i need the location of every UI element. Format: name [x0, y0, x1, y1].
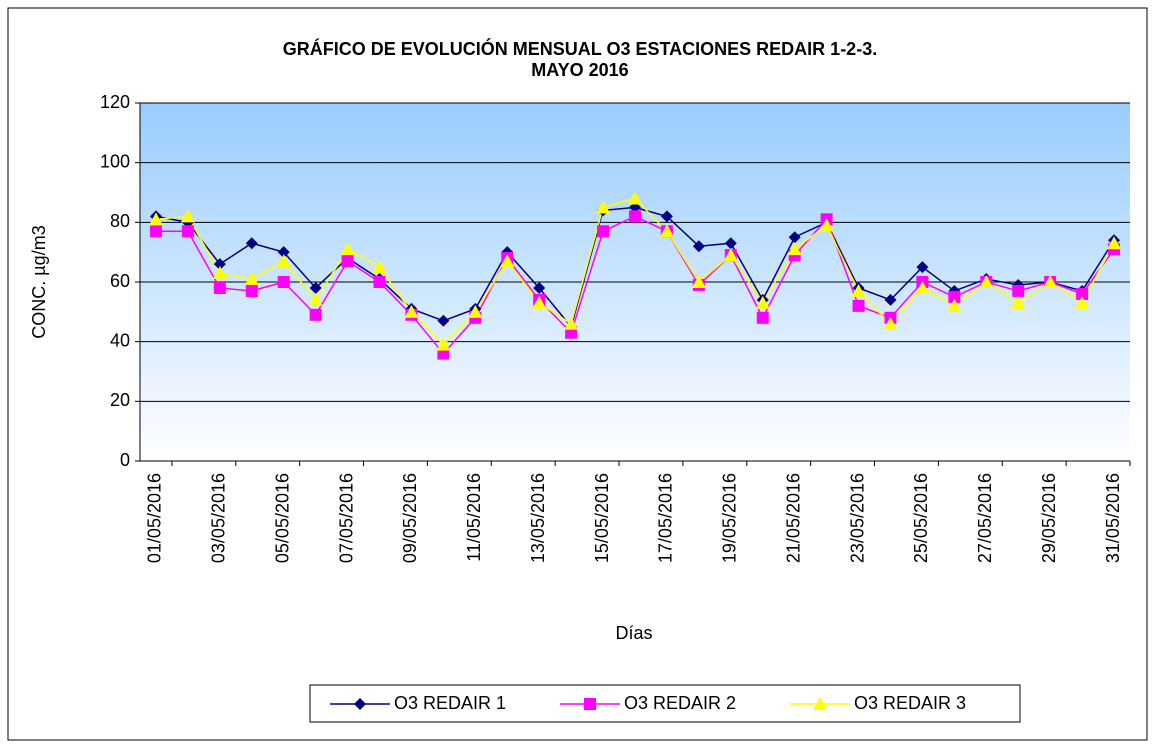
data-point — [437, 314, 450, 327]
data-point — [372, 260, 387, 274]
data-point — [212, 266, 227, 280]
data-point — [947, 298, 962, 312]
data-point — [883, 316, 898, 330]
data-point — [245, 237, 258, 250]
data-point — [468, 304, 483, 318]
x-tick-label: 23/05/2016 — [847, 473, 867, 563]
y-tick-label: 60 — [110, 271, 130, 291]
data-point — [597, 225, 610, 238]
x-tick-label: 09/05/2016 — [400, 473, 420, 563]
data-point — [309, 281, 322, 294]
data-point — [755, 295, 770, 309]
data-point — [533, 281, 546, 294]
y-axis-label: CONC. µg/m3 — [29, 225, 49, 338]
x-tick-label: 03/05/2016 — [209, 473, 229, 563]
data-point — [660, 210, 673, 223]
data-point — [1043, 275, 1058, 288]
x-tick-label: 17/05/2016 — [656, 473, 676, 563]
data-point — [1012, 284, 1025, 297]
data-point — [916, 261, 929, 274]
data-point — [724, 237, 737, 250]
data-point — [628, 191, 642, 205]
data-point — [213, 258, 226, 271]
data-point — [532, 295, 547, 309]
data-point — [245, 284, 258, 297]
x-tick-label: 11/05/2016 — [464, 473, 484, 562]
data-point — [1011, 295, 1026, 309]
data-point — [373, 276, 386, 288]
legend-marker — [813, 697, 827, 710]
data-point — [915, 280, 930, 294]
chart-title: MAYO 2016 — [531, 60, 628, 80]
y-tick-label: 120 — [100, 92, 130, 112]
x-tick-label: 25/05/2016 — [911, 473, 931, 563]
data-point — [788, 231, 801, 244]
data-point — [308, 292, 323, 306]
legend-box — [309, 684, 1021, 723]
data-point — [756, 311, 769, 324]
data-point — [948, 290, 961, 303]
data-point — [244, 272, 259, 286]
data-point — [691, 275, 706, 288]
y-tick-label: 80 — [110, 211, 130, 231]
legend-label: O3 REDAIR 3 — [854, 693, 966, 713]
y-tick-label: 40 — [110, 330, 130, 350]
data-point — [148, 212, 163, 226]
data-point — [629, 210, 641, 223]
data-point — [1075, 295, 1090, 309]
data-point — [852, 299, 865, 312]
data-point — [851, 283, 866, 297]
x-tick-label: 21/05/2016 — [783, 473, 803, 563]
data-point — [404, 304, 419, 318]
data-point — [884, 293, 897, 306]
data-point — [277, 276, 290, 288]
data-point — [500, 254, 515, 268]
x-axis-label: Días — [615, 623, 652, 643]
data-point — [692, 240, 705, 253]
data-point — [1107, 236, 1122, 250]
legend-marker — [584, 698, 596, 710]
data-point — [181, 225, 194, 238]
data-point — [309, 308, 322, 321]
x-tick-label: 05/05/2016 — [272, 473, 292, 563]
x-tick-label: 15/05/2016 — [592, 473, 612, 563]
data-point — [340, 242, 355, 256]
x-tick-label: 13/05/2016 — [528, 473, 548, 563]
data-point — [723, 248, 738, 262]
data-point — [787, 242, 802, 256]
x-tick-label: 29/05/2016 — [1039, 473, 1059, 563]
data-point — [180, 209, 195, 223]
x-tick-label: 07/05/2016 — [336, 473, 356, 563]
data-point — [213, 281, 226, 294]
chart-title: GRÁFICO DE EVOLUCIÓN MENSUAL O3 ESTACION… — [283, 38, 877, 59]
x-tick-label: 19/05/2016 — [720, 473, 740, 563]
data-point — [596, 200, 611, 214]
data-point — [436, 337, 451, 351]
legend-marker — [354, 698, 366, 710]
data-point — [564, 316, 579, 330]
legend-label: O3 REDAIR 2 — [624, 693, 736, 713]
y-tick-label: 0 — [120, 450, 130, 470]
data-point — [276, 254, 291, 268]
data-point — [149, 225, 162, 238]
data-point — [979, 275, 994, 288]
data-point — [277, 246, 290, 259]
data-point — [1076, 287, 1089, 300]
data-point — [819, 218, 834, 232]
y-tick-label: 20 — [110, 390, 130, 410]
x-tick-label: 31/05/2016 — [1103, 473, 1123, 563]
data-point — [341, 255, 354, 268]
data-point — [659, 224, 674, 238]
y-tick-label: 100 — [100, 151, 130, 171]
x-tick-label: 27/05/2016 — [975, 473, 995, 563]
x-tick-label: 01/05/2016 — [145, 473, 165, 563]
legend-label: O3 REDAIR 1 — [394, 693, 506, 713]
